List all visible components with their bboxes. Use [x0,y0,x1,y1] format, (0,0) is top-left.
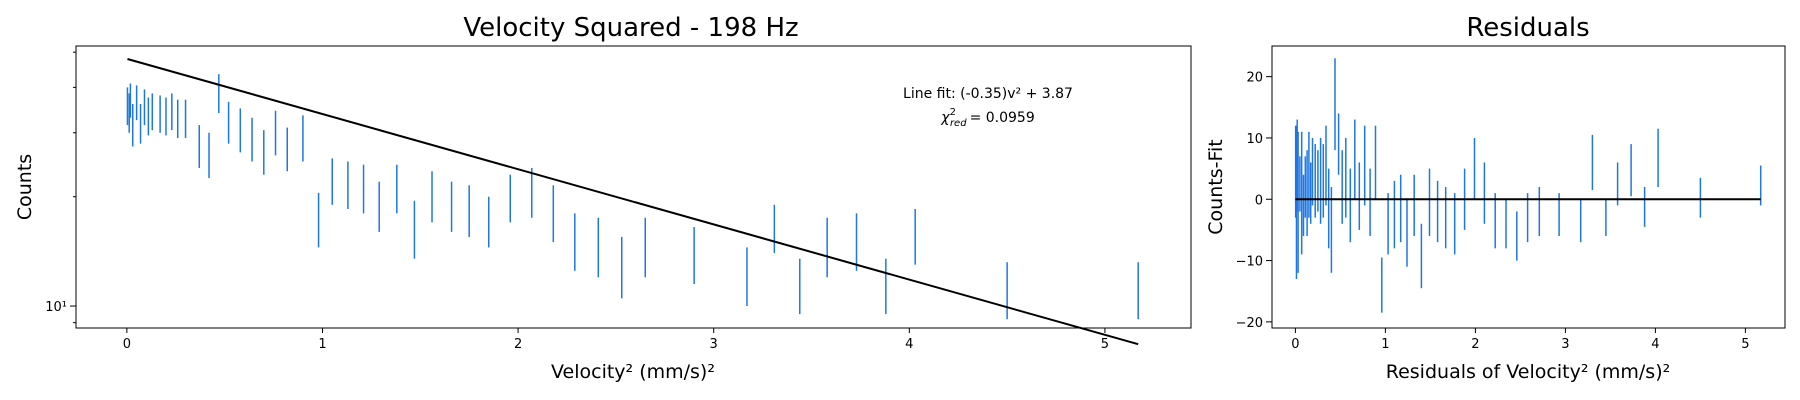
residual-y-tick-label: −10 [1236,255,1263,270]
main-fit-line [127,58,1139,346]
main-title: Velocity Squared - 198 Hz [463,13,798,43]
main-x-tick-label: 0 [123,337,131,352]
main-x-tick-label: 3 [710,337,718,352]
main-axes-frame [75,45,1192,329]
residual-y-tick-label: 10 [1246,132,1263,147]
main-x-tick-label: 4 [905,337,913,352]
residual-y-tick-label: 20 [1246,71,1263,86]
main-y-label: Counts [14,154,36,220]
main-x-tick-label: 2 [514,337,522,352]
chi-sup: 2 [950,107,956,118]
chi-sub: red [950,118,967,129]
residual-x-tick-label: 5 [1741,337,1749,352]
chi-annotation: χ2 red = 0.0959 [940,107,1034,129]
residual-y-label: Counts-Fit [1205,139,1227,234]
residual-x-tick-label: 0 [1291,337,1299,352]
fit-annotation: Line fit: (-0.35)v² + 3.87 [903,86,1073,102]
main-y-tick-label: 10¹ [45,300,67,315]
main-x-ticks: 0 1 2 3 4 5 [123,328,1109,352]
residual-y-tick-label: 0 [1255,193,1263,208]
residual-x-tick-label: 4 [1651,337,1659,352]
residual-x-tick-label: 3 [1561,337,1569,352]
chi-value: = 0.0959 [970,110,1035,126]
chi-symbol: χ [940,110,950,126]
residual-axes-frame [1271,45,1786,329]
residual-plot: Residuals 0 1 2 3 4 5 −20 −10 0 10 20 Residuals o… [1205,13,1786,383]
residual-x-ticks: 0 1 2 3 4 5 [1291,328,1750,352]
main-y-ticks: 10¹ [45,51,76,324]
residual-y-ticks: −20 −10 0 10 20 [1236,71,1272,331]
residual-y-tick-label: −20 [1236,316,1263,331]
residual-x-tick-label: 1 [1381,337,1389,352]
residual-x-tick-label: 2 [1471,337,1479,352]
main-x-label: Velocity² (mm/s)² [551,361,715,383]
main-x-tick-label: 5 [1101,337,1109,352]
residual-errorbars [1294,58,1762,313]
residual-title: Residuals [1466,13,1589,43]
main-errorbars [126,74,1139,320]
main-plot: Velocity Squared - 198 Hz 0 1 2 3 4 5 10¹ Lin… [14,13,1192,383]
main-x-tick-label: 1 [318,337,326,352]
residual-x-label: Residuals of Velocity² (mm/s)² [1386,361,1670,383]
